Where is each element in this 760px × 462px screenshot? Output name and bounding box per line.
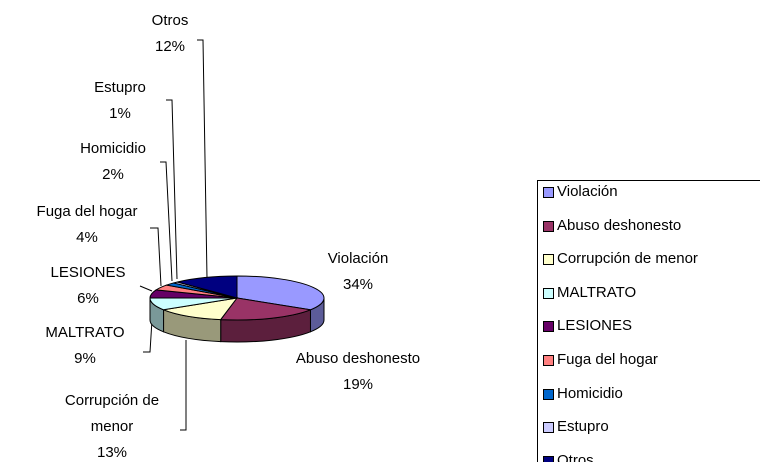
pie-tops bbox=[149, 275, 325, 321]
data-label-value: 12% bbox=[154, 38, 186, 55]
data-label-value: 19% bbox=[342, 376, 374, 393]
legend-swatch bbox=[543, 254, 554, 266]
leader-line bbox=[197, 39, 208, 279]
legend-label: Otros bbox=[557, 451, 594, 462]
legend: Violación Abuso deshonesto Corrupción de m… bbox=[537, 180, 760, 462]
pie-slice bbox=[219, 297, 313, 321]
legend-label: MALTRATO bbox=[557, 283, 637, 301]
legend-swatch bbox=[543, 388, 554, 400]
leader-line bbox=[150, 227, 162, 287]
data-label: Fuga del hogar 4% bbox=[7, 199, 167, 251]
data-label-value: 13% bbox=[96, 444, 128, 461]
legend-label: Homicidio bbox=[557, 384, 623, 402]
data-label: Violación 34% bbox=[278, 246, 438, 298]
data-label-name: Fuga del hogar bbox=[36, 203, 138, 220]
legend-label: Estupro bbox=[557, 418, 609, 436]
leader-lines bbox=[139, 39, 208, 431]
legend-swatch bbox=[543, 220, 554, 232]
data-label: LESIONES 6% bbox=[8, 260, 168, 312]
legend-label: Violación bbox=[557, 183, 618, 200]
data-label: Corrupción de menor 13% bbox=[47, 388, 177, 462]
pie-slice bbox=[161, 297, 239, 321]
pie-slice bbox=[177, 275, 238, 299]
data-label-value: 4% bbox=[76, 229, 98, 246]
data-label-value: 6% bbox=[77, 290, 99, 307]
data-label-name: Otros bbox=[151, 12, 189, 29]
leader-line bbox=[180, 340, 187, 431]
legend-swatch bbox=[543, 422, 554, 434]
pie-sides bbox=[149, 297, 325, 343]
data-label-name: MALTRATO bbox=[45, 324, 125, 341]
data-label-name: Violación bbox=[327, 250, 389, 267]
data-label-value: 1% bbox=[109, 105, 131, 122]
data-label-name: Corrupción de menor bbox=[64, 392, 160, 435]
data-label-name: LESIONES bbox=[50, 264, 126, 281]
data-label: Estupro 1% bbox=[40, 75, 200, 127]
data-label-name: Abuso deshonesto bbox=[295, 350, 421, 367]
legend-swatch bbox=[543, 355, 554, 366]
data-label: Abuso deshonesto 19% bbox=[258, 346, 458, 398]
legend-label: Corrupción de menor bbox=[557, 250, 698, 268]
legend-label: Fuga del hogar bbox=[557, 351, 658, 368]
data-label-value: 9% bbox=[74, 350, 96, 367]
data-label: Otros 12% bbox=[90, 8, 250, 60]
legend-label: LESIONES bbox=[557, 317, 633, 335]
legend-swatch bbox=[543, 455, 554, 462]
data-label-name: Homicidio bbox=[80, 140, 146, 157]
legend-swatch bbox=[543, 187, 554, 198]
leader-line bbox=[143, 319, 153, 353]
leader-line bbox=[166, 99, 178, 280]
leader-line bbox=[160, 161, 173, 282]
data-label-value: 34% bbox=[342, 276, 374, 293]
legend-label: Abuso deshonesto bbox=[557, 216, 682, 234]
data-label: MALTRATO 9% bbox=[5, 320, 165, 372]
data-label: Homicidio 2% bbox=[33, 136, 193, 188]
legend-swatch bbox=[543, 321, 554, 333]
leader-line bbox=[139, 285, 153, 292]
data-label-value: 2% bbox=[102, 166, 124, 183]
data-label-name: Estupro bbox=[94, 79, 146, 96]
legend-swatch bbox=[543, 287, 554, 299]
